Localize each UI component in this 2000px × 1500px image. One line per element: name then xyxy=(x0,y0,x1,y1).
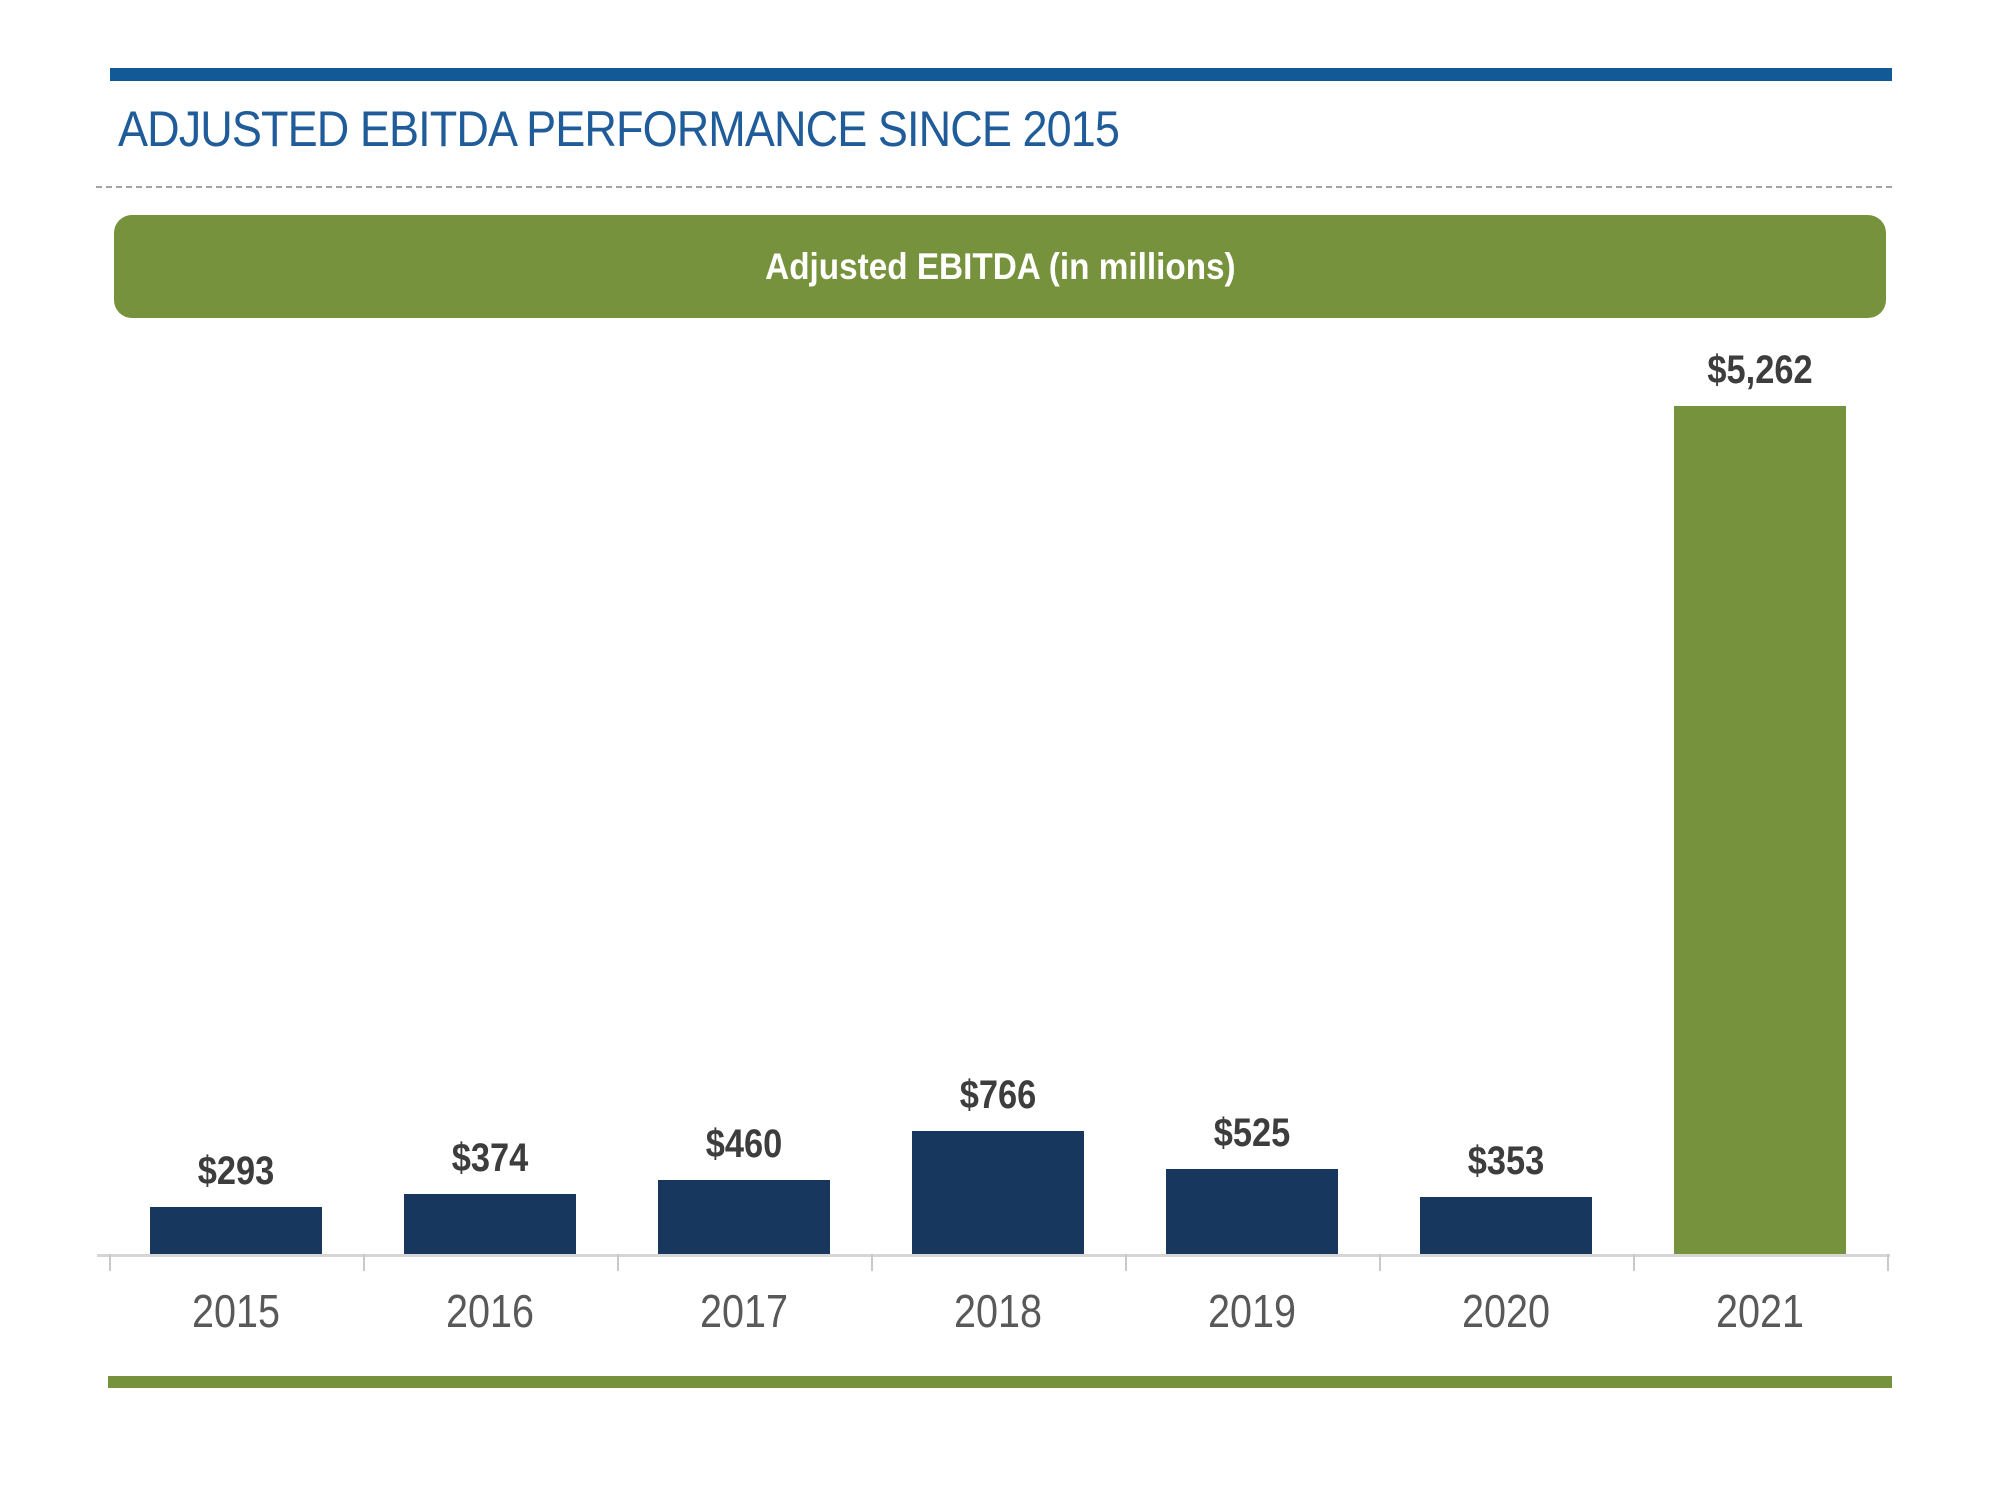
bar-2015 xyxy=(150,1207,322,1254)
bar-value-label-2021: $5,262 xyxy=(1707,348,1813,392)
x-axis-tick xyxy=(1887,1254,1889,1271)
bar-2020 xyxy=(1420,1197,1592,1254)
x-axis-label-2016: 2016 xyxy=(445,1285,535,1337)
page-title: ADJUSTED EBITDA PERFORMANCE SINCE 2015 xyxy=(118,101,1120,157)
x-axis-label-2020: 2020 xyxy=(1461,1285,1551,1337)
x-axis-label-2021: 2021 xyxy=(1715,1285,1805,1337)
chart-title: Adjusted EBITDA (in millions) xyxy=(764,245,1236,287)
bar-value-label-2018: $766 xyxy=(959,1073,1037,1117)
bar-value-label-2016: $374 xyxy=(451,1136,529,1180)
bar-value-label-2020: $353 xyxy=(1467,1139,1545,1183)
bar-2018 xyxy=(912,1131,1084,1254)
bottom-accent-rule xyxy=(108,1376,1892,1388)
bar-2019 xyxy=(1166,1169,1338,1254)
bar-2016 xyxy=(404,1194,576,1254)
bar-value-label-2017: $460 xyxy=(705,1122,783,1166)
x-axis-label-2018: 2018 xyxy=(953,1285,1043,1337)
x-axis-tick xyxy=(1379,1254,1381,1271)
chart-title-banner: Adjusted EBITDA (in millions) xyxy=(114,215,1886,318)
x-axis-tick xyxy=(109,1254,111,1271)
x-axis-label-2019: 2019 xyxy=(1207,1285,1297,1337)
x-axis-tick xyxy=(1125,1254,1127,1271)
x-axis-tick xyxy=(1633,1254,1635,1271)
bar-2021 xyxy=(1674,406,1846,1254)
x-axis-tick xyxy=(617,1254,619,1271)
x-axis-line xyxy=(97,1254,1890,1257)
x-axis-label-2015: 2015 xyxy=(191,1285,281,1337)
bar-value-label-2015: $293 xyxy=(197,1149,275,1193)
top-accent-rule xyxy=(110,68,1892,81)
x-axis-tick xyxy=(363,1254,365,1271)
bar-2017 xyxy=(658,1180,830,1254)
x-axis-tick xyxy=(871,1254,873,1271)
x-axis-label-2017: 2017 xyxy=(699,1285,789,1337)
title-separator-dashed-line xyxy=(96,186,1892,188)
bar-value-label-2019: $525 xyxy=(1213,1111,1291,1155)
